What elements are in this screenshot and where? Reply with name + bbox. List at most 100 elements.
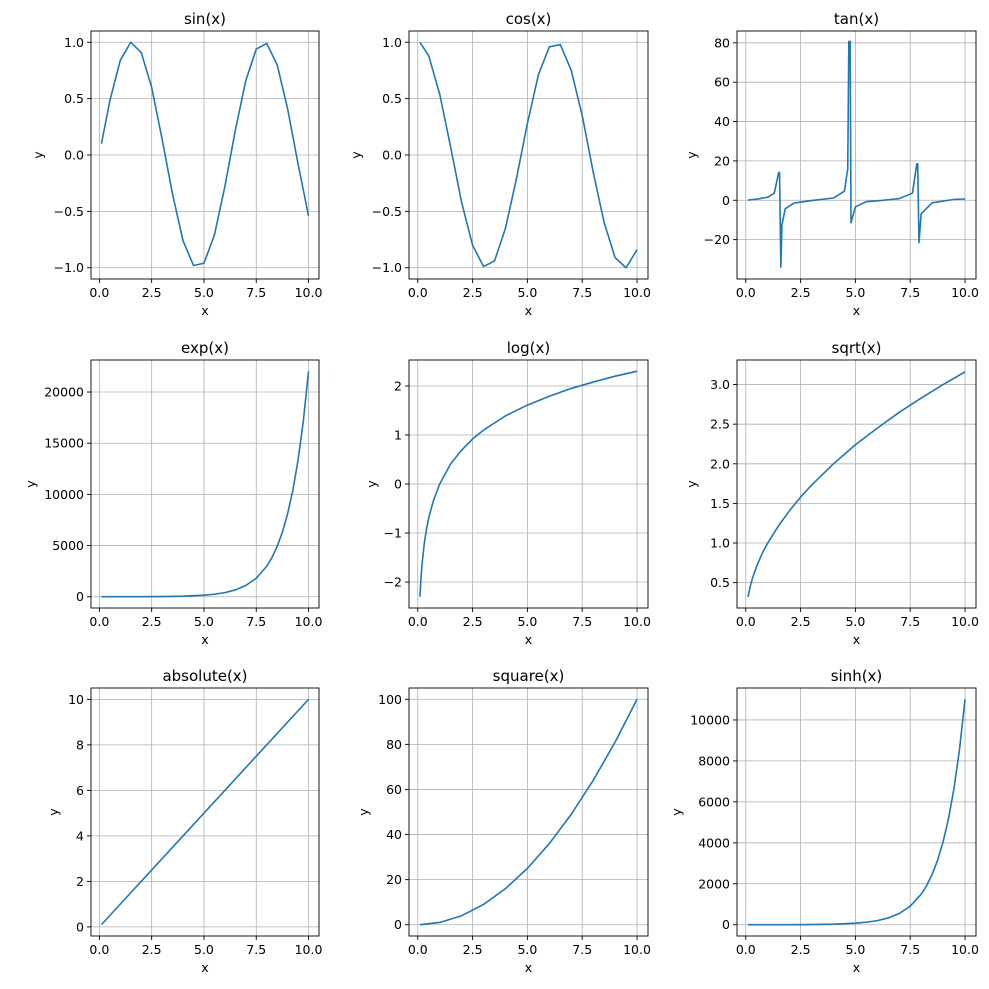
x-axis-label: x: [525, 303, 532, 318]
x-tick-label: 7.5: [572, 942, 592, 957]
x-tick-label: 10.0: [951, 614, 979, 629]
x-tick-label: 7.5: [900, 614, 920, 629]
x-tick-label: 2.5: [463, 614, 483, 629]
y-tick-label: 0.0: [64, 148, 84, 163]
x-tick-label: 10.0: [623, 614, 651, 629]
y-tick-label: 2.0: [710, 456, 730, 471]
y-tick-label: 1.0: [64, 35, 84, 50]
x-axis-label: x: [525, 632, 532, 647]
y-axis-label: y: [46, 808, 61, 816]
y-tick-label: −0.5: [372, 204, 402, 219]
y-axis-label: y: [669, 808, 684, 816]
y-axis-label: y: [356, 808, 371, 816]
x-tick-label: 5.0: [194, 285, 214, 300]
series-line: [419, 41, 638, 269]
y-tick-label: 1.0: [382, 35, 402, 50]
x-axis-label: x: [201, 303, 208, 318]
x-tick-label: 0.0: [736, 942, 756, 957]
series-line: [100, 41, 310, 267]
x-tick-label: 0.0: [89, 614, 109, 629]
x-tick-label: 7.5: [900, 942, 920, 957]
subplot-title: absolute(x): [162, 667, 247, 685]
y-tick-label: 80: [714, 35, 730, 50]
y-tick-label: 2.5: [710, 417, 730, 432]
x-tick-label: 0.0: [408, 614, 428, 629]
y-tick-label: 0.5: [710, 575, 730, 590]
subplot-cos-x: 0.0 2.5 5.0 7.5 10.0 −1.0 −0.5 0.0 0.5 1.0 cos(x) x…: [349, 10, 651, 318]
y-tick-label: 0: [76, 919, 84, 934]
x-tick-label: 5.0: [845, 614, 865, 629]
axes-frame: [90, 359, 320, 609]
x-tick-label: 2.5: [463, 285, 483, 300]
y-tick-label: 4: [76, 828, 84, 843]
series-line: [101, 371, 310, 598]
x-tick-label: 10.0: [295, 942, 323, 957]
y-tick-label: −1.0: [372, 260, 402, 275]
x-tick-label: 0.0: [736, 285, 756, 300]
x-tick-label: 2.5: [791, 614, 811, 629]
subplot-tan-x: 0.0 2.5 5.0 7.5 10.0 −20 0 20 40 60 80 tan(x) x y: [684, 10, 979, 318]
y-tick-label: 0: [394, 477, 402, 492]
subplot-title: cos(x): [506, 10, 552, 28]
x-tick-label: 5.0: [517, 942, 537, 957]
series-line: [419, 698, 638, 926]
subplot-sinh-x: 0.0 2.5 5.0 7.5 10.0 0 2000 4000 6000 8000 10000 si…: [669, 667, 979, 975]
x-axis-label: x: [853, 632, 860, 647]
y-tick-label: 100: [378, 692, 402, 707]
subplot-title: sin(x): [184, 10, 226, 28]
x-tick-label: 5.0: [194, 942, 214, 957]
subplot-title: log(x): [507, 339, 550, 357]
y-tick-label: 10000: [44, 487, 84, 502]
x-tick-label: 0.0: [736, 614, 756, 629]
y-tick-label: 3.0: [710, 377, 730, 392]
x-tick-label: 0.0: [408, 942, 428, 957]
x-tick-label: 0.0: [408, 285, 428, 300]
x-tick-label: 10.0: [295, 285, 323, 300]
y-axis-label: y: [349, 151, 364, 159]
subplot-exp-x: 0.0 2.5 5.0 7.5 10.0 0 5000 10000 15000 20000 exp(…: [23, 339, 322, 647]
y-tick-label: 1.0: [710, 536, 730, 551]
x-tick-label: 7.5: [572, 285, 592, 300]
subplot-log-x: 0.0 2.5 5.0 7.5 10.0 −2 −1 0 1 2 log(x) x y: [364, 339, 651, 647]
y-tick-label: −2: [384, 575, 402, 590]
x-tick-label: 2.5: [142, 614, 162, 629]
y-axis-label: y: [364, 480, 379, 488]
axes-frame: [736, 30, 977, 280]
x-tick-label: 2.5: [142, 285, 162, 300]
y-tick-label: 0.5: [382, 91, 402, 106]
x-tick-label: 5.0: [194, 614, 214, 629]
subplot-title: exp(x): [181, 339, 229, 357]
x-tick-label: 2.5: [142, 942, 162, 957]
x-tick-label: 5.0: [517, 285, 537, 300]
y-tick-label: 2: [394, 378, 402, 393]
y-axis-label: y: [684, 151, 699, 159]
y-tick-label: 10000: [690, 712, 730, 727]
series-line: [747, 40, 966, 268]
x-tick-label: 10.0: [951, 942, 979, 957]
x-tick-label: 2.5: [791, 285, 811, 300]
x-tick-label: 10.0: [295, 614, 323, 629]
subplot-title: square(x): [493, 667, 565, 685]
x-tick-label: 2.5: [791, 942, 811, 957]
y-axis-label: y: [684, 480, 699, 488]
x-tick-label: 7.5: [246, 285, 266, 300]
series-line: [747, 371, 966, 598]
y-tick-label: −1: [384, 526, 402, 541]
axes-frame: [736, 687, 977, 937]
series-line: [419, 370, 638, 597]
x-axis-label: x: [201, 632, 208, 647]
series-line: [100, 698, 310, 926]
x-tick-label: 5.0: [517, 614, 537, 629]
subplot-sqrt-x: 0.0 2.5 5.0 7.5 10.0 0.5 1.0 1.5 2.0 2.5 3.0 sqrt(x…: [684, 339, 979, 647]
subplot-title: sqrt(x): [832, 339, 882, 357]
y-tick-label: 1: [394, 427, 402, 442]
axes-frame: [90, 687, 320, 937]
y-tick-label: −1.0: [54, 260, 84, 275]
y-tick-label: 40: [386, 827, 402, 842]
y-tick-label: 10: [68, 692, 84, 707]
y-tick-label: 0: [394, 917, 402, 932]
x-tick-label: 0.0: [89, 942, 109, 957]
x-tick-label: 0.0: [89, 285, 109, 300]
subplot-absolute-x: 0.0 2.5 5.0 7.5 10.0 0 2 4 6 8 10 absolute(x) x y: [46, 667, 323, 975]
